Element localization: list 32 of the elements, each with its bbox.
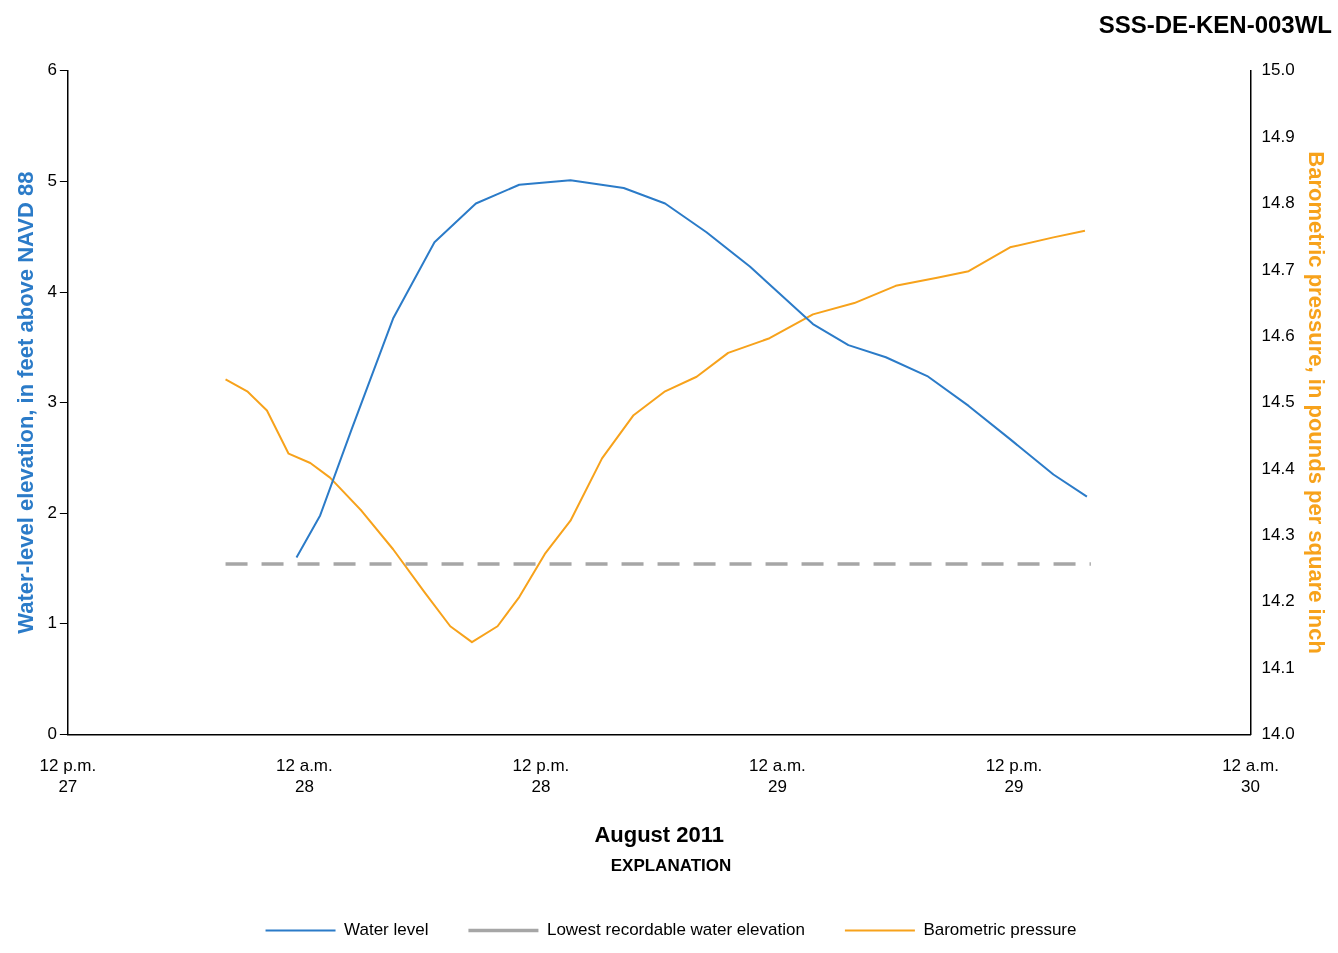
y-tick-label: 5 [47,171,57,191]
y-tick-label: 6 [47,60,57,80]
y-tick-label: 0 [47,724,57,744]
x-tick-label: 12 p.m. 27 [39,756,97,796]
legend-label: Lowest recordable water elevation [546,920,805,940]
y2-tick-label: 14.0 [1261,724,1295,744]
y2-tick-label: 14.2 [1261,591,1295,611]
chart-title: SSS-DE-KEN-003WL [1098,11,1332,39]
legend-label: Barometric pressure [923,920,1077,940]
y2-tick-label: 14.6 [1261,325,1295,345]
y2-tick-label: 15.0 [1261,60,1295,80]
x-tick-label: 12 p.m. 29 [985,756,1043,796]
y-tick-label: 1 [47,613,57,633]
y2-tick-label: 14.7 [1261,259,1295,279]
x-tick-label: 12 a.m. 29 [749,756,806,796]
y2-tick-label: 14.4 [1261,458,1295,478]
legend-title: EXPLANATION [610,855,732,875]
y-tick-label: 2 [47,502,57,522]
x-tick-label: 12 a.m. 30 [1222,756,1279,796]
y2-tick-label: 14.9 [1261,126,1295,146]
y-tick-label: 4 [47,281,57,301]
legend-label: Water level [344,920,429,940]
y-tick-label: 3 [47,392,57,412]
x-axis-title: August 2011 [594,822,724,848]
y2-tick-label: 14.5 [1261,392,1295,412]
y2-tick-label: 14.1 [1261,657,1295,677]
x-tick-label: 12 a.m. 28 [276,756,333,796]
y2-tick-label: 14.8 [1261,193,1295,213]
y-axis-title: Water-level elevation, in feet above NAVD 88 [13,171,39,634]
x-tick-label: 12 p.m. 28 [512,756,570,796]
y2-tick-label: 14.3 [1261,525,1295,545]
y2-axis-title: Barometric pressure, in pounds per square inch [1303,151,1329,654]
